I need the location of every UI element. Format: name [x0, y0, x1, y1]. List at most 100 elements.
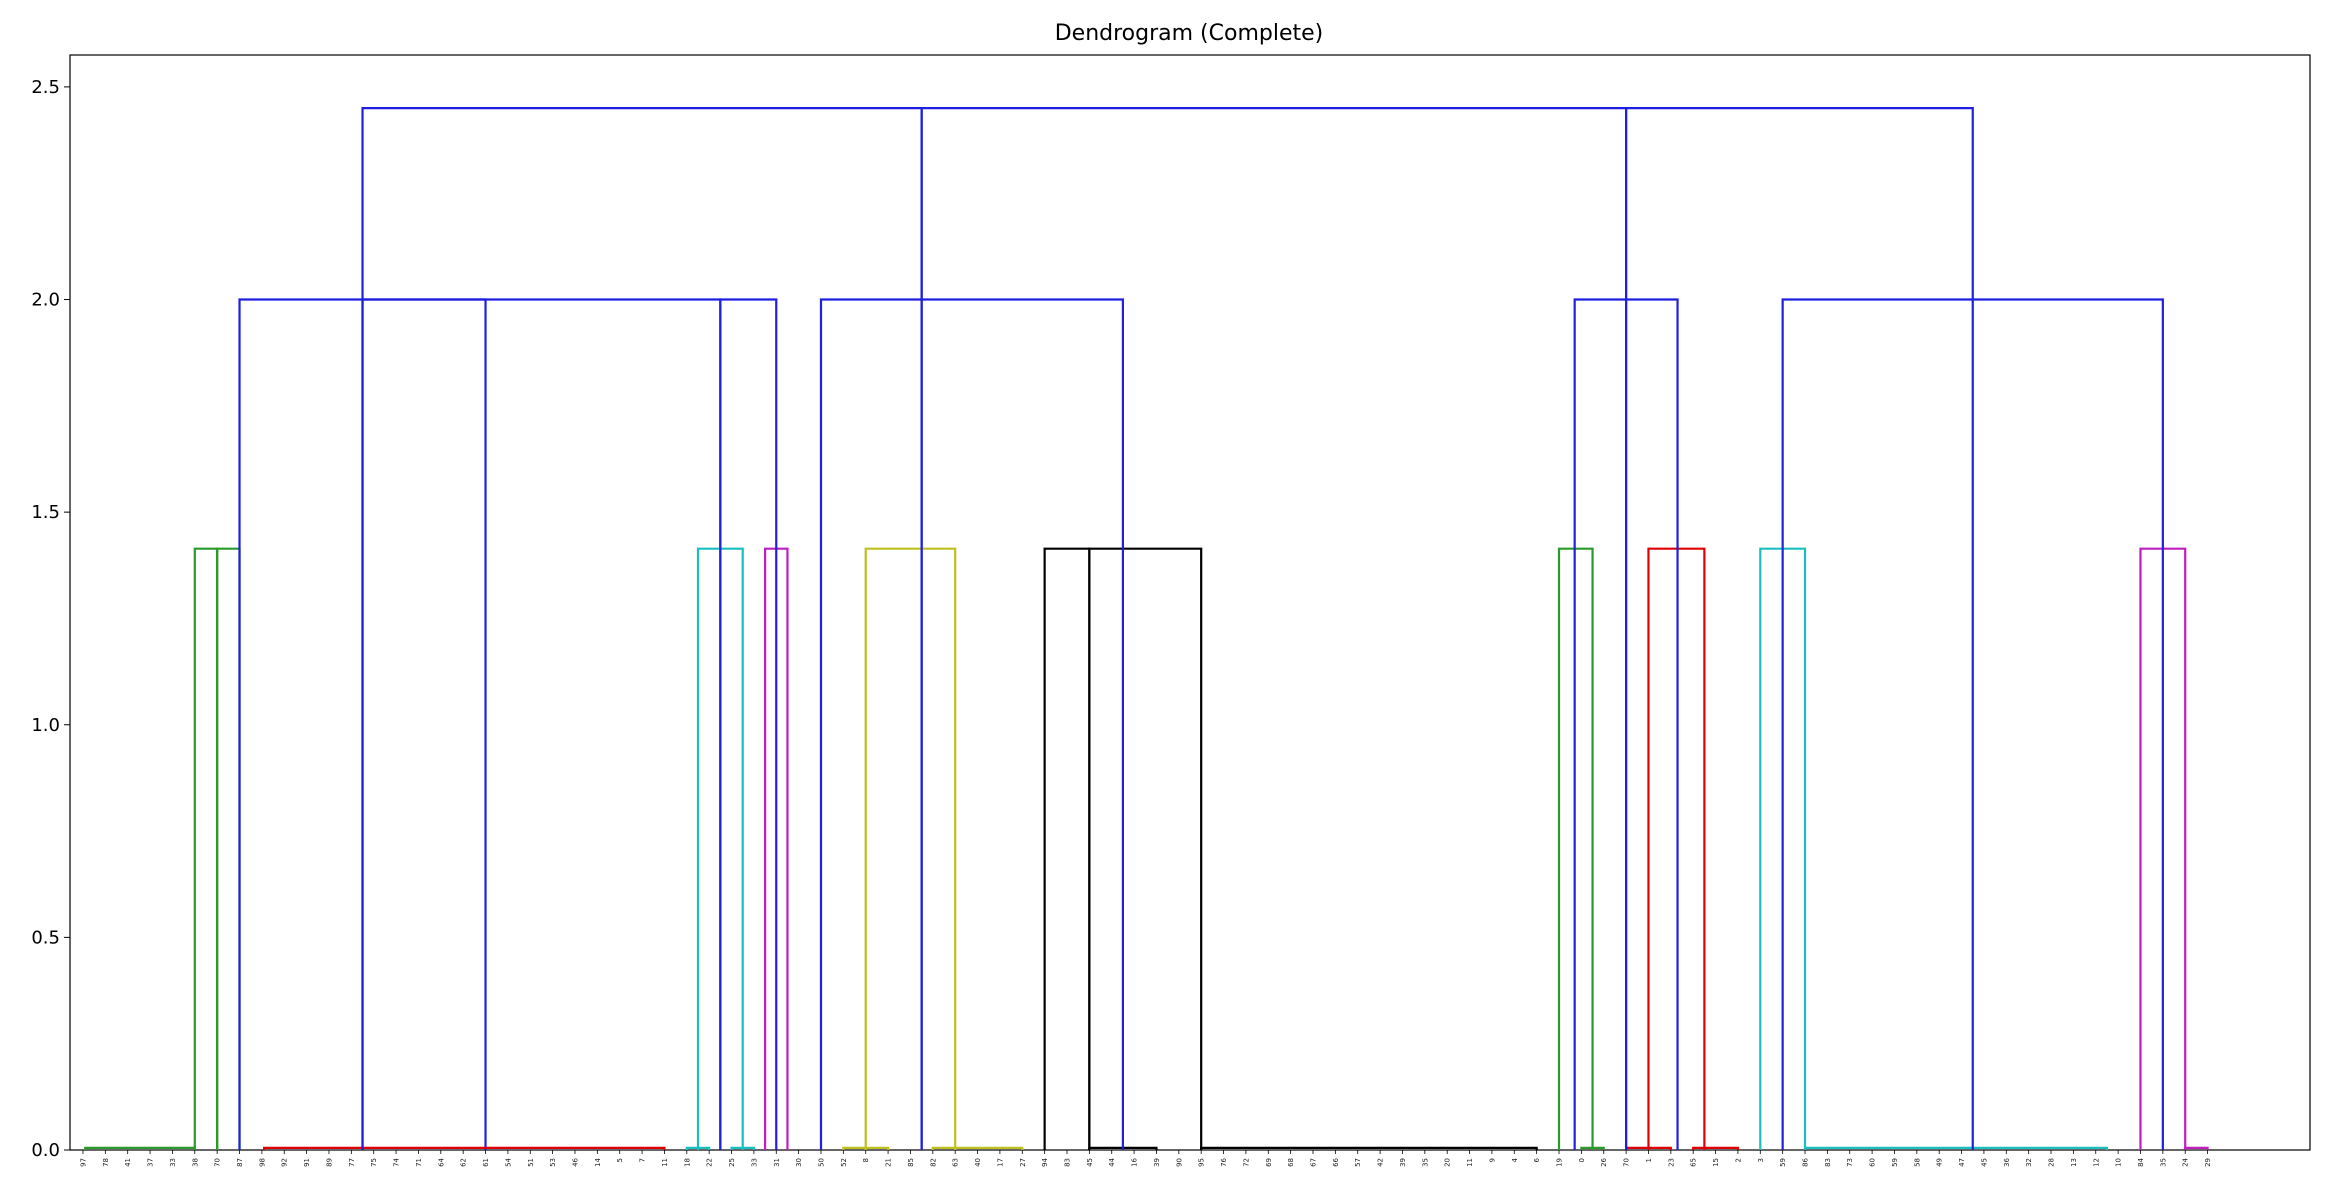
dendrogram-link-30 [361, 107, 923, 1150]
leaf-label: 25 [728, 1158, 736, 1167]
leaf-label: 82 [929, 1158, 937, 1167]
leaf-label: 83 [1824, 1158, 1832, 1167]
leaf-label: 20 [1444, 1158, 1452, 1167]
dendrogram-link-32 [1625, 107, 1974, 1150]
leaf-label: 35 [1421, 1158, 1429, 1167]
dendrogram-link-10 [719, 298, 778, 1150]
leaf-label: 39 [1399, 1158, 1407, 1167]
leaf-label: 37 [147, 1158, 155, 1167]
leaf-label: 52 [840, 1158, 848, 1167]
dendrogram-link-18 [819, 298, 1125, 1150]
leaf-label: 1 [1645, 1158, 1653, 1162]
dendrogram-link-20 [1557, 547, 1594, 1150]
leaf-label: 60 [1869, 1158, 1877, 1167]
dendrogram-link-28 [2184, 1146, 2209, 1150]
leaf-label: 84 [2137, 1157, 2145, 1166]
leaf-label: 5 [616, 1158, 624, 1162]
leaf-label: 14 [594, 1157, 602, 1166]
leaf-label: 68 [1287, 1158, 1295, 1167]
leaf-label: 17 [996, 1158, 1004, 1167]
leaf-label: 26 [1600, 1157, 1608, 1166]
leaf-label: 24 [2182, 1157, 2190, 1166]
y-tick-label: 2.5 [31, 77, 60, 98]
leaf-label: 97 [79, 1158, 87, 1167]
leaf-label: 69 [1265, 1158, 1273, 1167]
dendrogram-link-2 [216, 547, 241, 1150]
leaf-label: 50 [817, 1158, 825, 1167]
y-tick-label: 1.0 [31, 715, 60, 736]
leaf-label: 59 [1891, 1158, 1899, 1167]
leaf-label: 91 [303, 1158, 311, 1167]
leaf-label: 3 [1757, 1158, 1765, 1162]
leaf-label: 87 [236, 1158, 244, 1167]
leaf-label: 71 [415, 1158, 423, 1167]
leaf-label: 13 [2070, 1158, 2078, 1167]
leaf-label: 74 [393, 1157, 401, 1166]
leaf-label: 36 [2003, 1157, 2011, 1166]
y-axis: 0.0 0.5 1.0 1.5 2.0 2.5 [31, 77, 70, 1161]
chart-title: Dendrogram (Complete) [1055, 21, 1324, 46]
leaf-label: 23 [1667, 1158, 1675, 1167]
leaf-label: 98 [258, 1158, 266, 1167]
leaf-label: 6 [1533, 1157, 1541, 1162]
leaf-label: 21 [885, 1158, 893, 1167]
leaf-label: 65 [1690, 1158, 1698, 1167]
leaf-label: 2 [1734, 1158, 1742, 1162]
leaf-label: 45 [1980, 1158, 1988, 1167]
leaf-label: 11 [661, 1158, 669, 1167]
leaf-label: 32 [2025, 1158, 2033, 1167]
leaf-label: 46 [571, 1157, 579, 1166]
leaf-label: 7 [639, 1158, 647, 1162]
dendrogram-link-31 [920, 107, 1628, 1150]
leaf-label: 54 [504, 1157, 512, 1166]
leaf-label: 31 [773, 1158, 781, 1167]
leaf-label: 39 [1153, 1158, 1161, 1167]
y-tick-label: 0.0 [31, 1140, 60, 1161]
leaf-label: 53 [549, 1158, 557, 1167]
leaf-label: 59 [1779, 1158, 1787, 1167]
dendrogram-links [84, 107, 2209, 1150]
leaf-label: 33 [750, 1158, 758, 1167]
leaf-label: 58 [1913, 1158, 1921, 1167]
dendrogram-link-23 [1647, 547, 1706, 1150]
dendrogram-link-12 [931, 1146, 1024, 1150]
leaf-label: 9 [1488, 1158, 1496, 1162]
y-tick-label: 1.5 [31, 502, 60, 523]
leaf-label: 85 [907, 1158, 915, 1167]
leaf-label: 62 [460, 1158, 468, 1167]
plot-frame [69, 54, 2311, 1151]
leaf-label: 90 [1175, 1158, 1183, 1167]
leaf-label: 30 [795, 1158, 803, 1167]
leaf-label: 41 [124, 1158, 132, 1167]
leaf-label: 28 [2048, 1158, 2056, 1167]
leaf-label: 70 [1623, 1158, 1631, 1167]
leaf-label: 33 [169, 1158, 177, 1167]
leaf-label: 92 [281, 1158, 289, 1167]
leaf-label: 61 [482, 1158, 490, 1167]
leaf-label: 10 [2115, 1158, 2123, 1167]
dendrogram-link-4 [263, 1146, 666, 1150]
leaf-label: 40 [974, 1158, 982, 1167]
leaf-label: 72 [1242, 1158, 1250, 1167]
leaf-label: 42 [1377, 1158, 1385, 1167]
leaf-label: 83 [1063, 1158, 1071, 1167]
y-tick-label: 2.0 [31, 290, 60, 311]
leaf-label: 49 [1936, 1158, 1944, 1167]
leaf-label: 45 [1086, 1158, 1094, 1167]
leaf-label: 95 [1198, 1158, 1206, 1167]
leaf-label: 86 [1802, 1157, 1810, 1166]
leaf-label: 38 [191, 1158, 199, 1167]
leaf-label: 12 [2092, 1158, 2100, 1167]
leaf-label: 22 [706, 1158, 714, 1167]
leaf-label: 15 [1712, 1158, 1720, 1167]
leaf-label: 64 [437, 1157, 445, 1166]
leaf-label: 18 [683, 1158, 691, 1167]
y-tick-label: 0.5 [31, 927, 60, 948]
leaf-label: 27 [1019, 1158, 1027, 1167]
leaf-label: 4 [1511, 1157, 1519, 1162]
leaf-label: 77 [348, 1158, 356, 1167]
leaf-label: 89 [325, 1158, 333, 1167]
leaf-label: 94 [1041, 1157, 1049, 1166]
dendrogram-link-17 [1088, 547, 1203, 1150]
